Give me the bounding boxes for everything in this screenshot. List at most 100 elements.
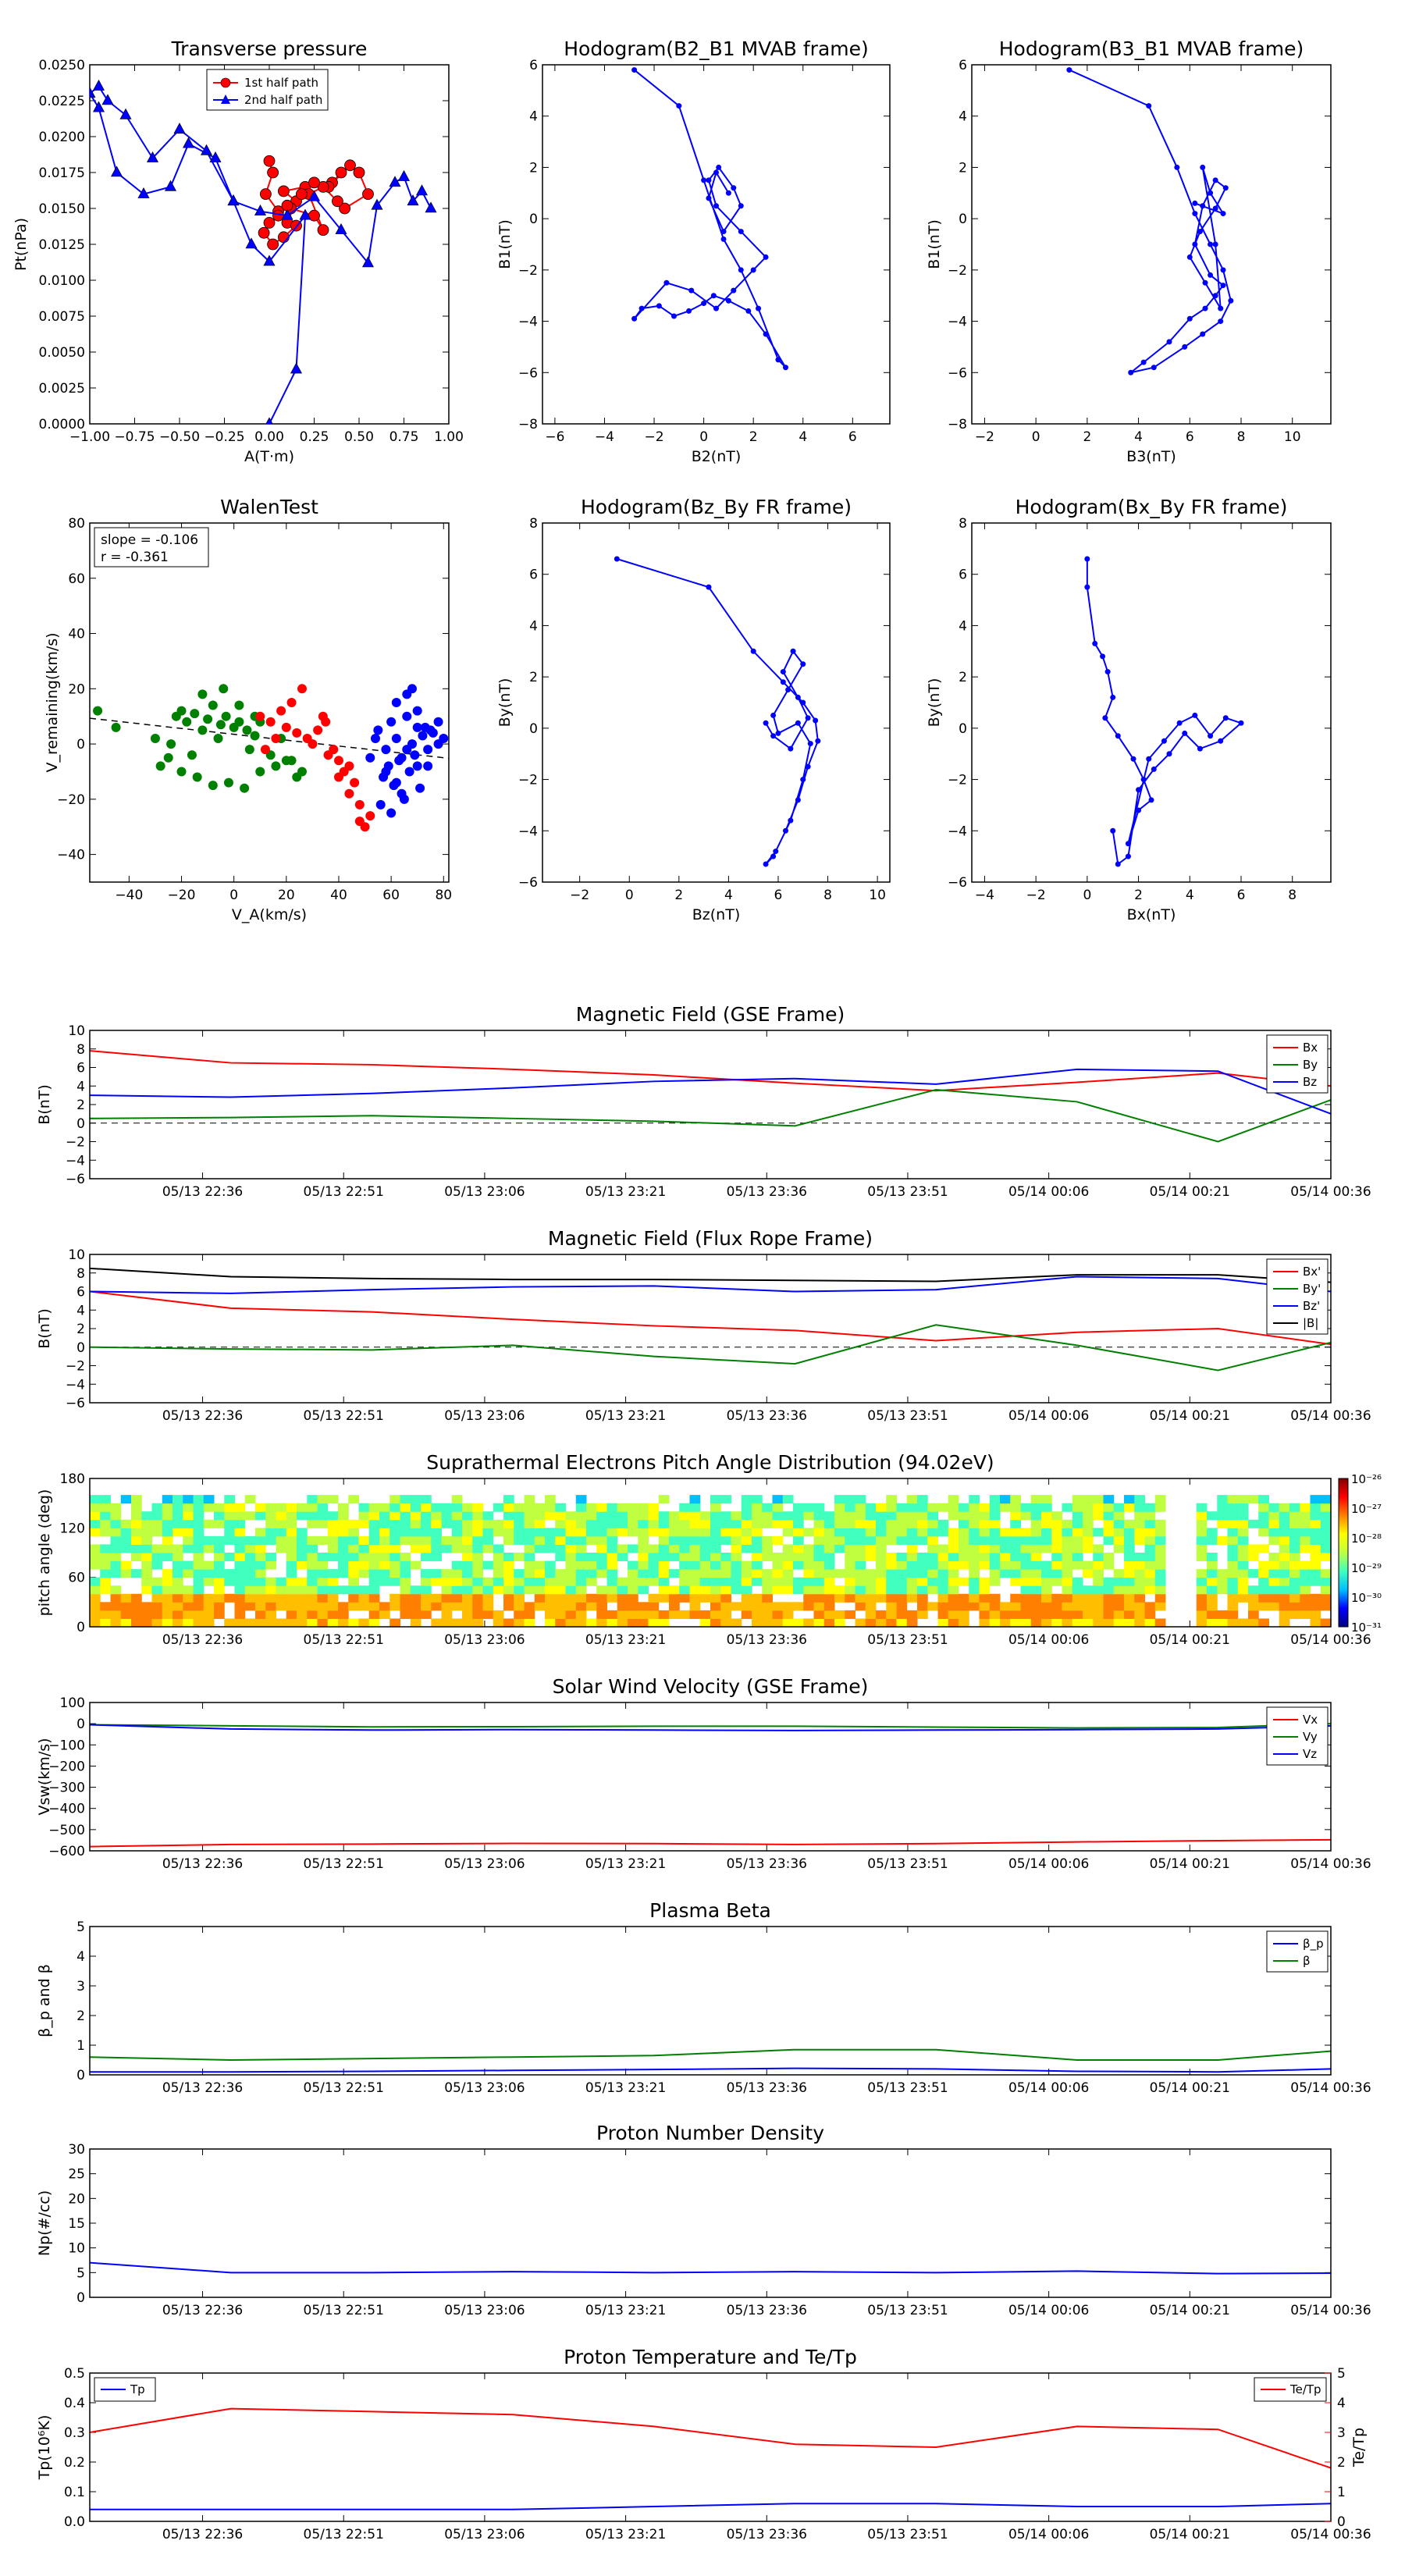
data-point <box>271 734 281 743</box>
heatmap-cell <box>173 1593 183 1603</box>
data-point <box>1104 669 1111 675</box>
data-point <box>407 684 417 694</box>
heatmap-cell <box>741 1511 752 1521</box>
heatmap-cell <box>141 1528 152 1537</box>
data-point <box>763 720 769 726</box>
heatmap-cell <box>389 1544 400 1553</box>
heatmap-cell <box>679 1535 690 1545</box>
heatmap-cell <box>203 1618 215 1627</box>
heatmap-cell <box>451 1503 463 1512</box>
heatmap-cell <box>203 1560 215 1570</box>
heatmap-cell <box>545 1602 556 1611</box>
heatmap-cell <box>276 1528 287 1537</box>
heatmap-cell <box>1268 1535 1280 1545</box>
x-tick-label: 05/13 23:06 <box>444 1856 525 1872</box>
heatmap-cell <box>989 1519 1001 1528</box>
heatmap-cell <box>451 1535 463 1545</box>
y-tick-label: −4 <box>948 824 967 839</box>
heatmap-cell <box>586 1519 597 1528</box>
data-point <box>119 108 132 119</box>
legend-label: Bz' <box>1303 1299 1320 1313</box>
heatmap-cell <box>638 1553 649 1562</box>
heatmap-cell <box>1010 1503 1021 1512</box>
data-point <box>244 745 254 755</box>
heatmap-cell <box>948 1511 959 1521</box>
heatmap-cell <box>948 1503 959 1512</box>
heatmap-cell <box>514 1618 525 1627</box>
heatmap-cell <box>162 1602 173 1611</box>
heatmap-cell <box>937 1610 949 1619</box>
heatmap-cell <box>183 1602 194 1611</box>
heatmap-cell <box>203 1569 215 1578</box>
colorbar-tick-label: 10⁻²⁹ <box>1351 1561 1382 1575</box>
heatmap-cell <box>823 1618 835 1627</box>
heatmap-cell <box>545 1495 556 1504</box>
heatmap-cell <box>524 1511 535 1521</box>
heatmap-cell <box>482 1511 494 1521</box>
heatmap-cell <box>741 1519 752 1528</box>
data-point <box>276 706 286 716</box>
heatmap-cell <box>1207 1577 1218 1586</box>
heatmap-cell <box>348 1544 359 1553</box>
heatmap-cell <box>1134 1553 1145 1562</box>
heatmap-cell <box>1289 1569 1300 1578</box>
heatmap-cell <box>741 1593 752 1603</box>
heatmap-cell <box>793 1519 804 1528</box>
heatmap-cell <box>927 1511 938 1521</box>
heatmap-cell <box>876 1593 887 1603</box>
heatmap-cell <box>1310 1519 1321 1528</box>
heatmap-cell <box>648 1553 660 1562</box>
heatmap-cell <box>1030 1602 1042 1611</box>
heatmap-cell <box>1207 1602 1218 1611</box>
heatmap-cell <box>752 1569 763 1578</box>
heatmap-cell <box>234 1593 246 1603</box>
heatmap-cell <box>183 1544 194 1553</box>
heatmap-cell <box>855 1544 866 1553</box>
data-point <box>1146 103 1152 109</box>
heatmap-cell <box>1237 1618 1249 1627</box>
plot-area <box>90 1723 1331 1848</box>
heatmap-cell <box>214 1585 225 1595</box>
heatmap-cell <box>400 1577 411 1586</box>
heatmap-cell <box>555 1577 566 1586</box>
heatmap-cell <box>1072 1503 1083 1512</box>
heatmap-cell <box>244 1585 256 1595</box>
heatmap-cell <box>462 1610 473 1619</box>
y-axis-label: V_remaining(km/s) <box>44 632 61 772</box>
heatmap-cell <box>906 1535 918 1545</box>
y-tick-label: 6 <box>959 568 967 583</box>
data-point <box>725 190 731 196</box>
heatmap-cell <box>255 1560 266 1570</box>
data-point <box>1220 267 1226 273</box>
y-tick-label: 6 <box>76 1285 85 1300</box>
heatmap-cell <box>1320 1593 1331 1603</box>
heatmap-cell <box>1279 1569 1290 1578</box>
heatmap-cell <box>948 1593 959 1603</box>
heatmap-cell <box>1010 1610 1021 1619</box>
heatmap-cell <box>286 1593 297 1603</box>
heatmap-cell <box>265 1610 276 1619</box>
heatmap-cell <box>183 1535 194 1545</box>
heatmap-cell <box>710 1511 721 1521</box>
heatmap-cell <box>1093 1585 1104 1595</box>
heatmap-cell <box>545 1585 556 1595</box>
heatmap-cell <box>1083 1569 1094 1578</box>
heatmap-cell <box>327 1511 339 1521</box>
heatmap-cell <box>741 1610 752 1619</box>
heatmap-cell <box>865 1519 877 1528</box>
heatmap-cell <box>110 1535 122 1545</box>
legend-marker <box>221 94 230 104</box>
panel-mag_gse: Magnetic Field (GSE Frame)05/13 22:36 05/… <box>36 1003 1371 1200</box>
heatmap-cell <box>896 1503 908 1512</box>
heatmap-cell <box>1154 1618 1166 1627</box>
legend-label: Te/Tp <box>1289 2382 1321 2396</box>
data-point <box>1192 241 1198 247</box>
heatmap-cell <box>214 1503 225 1512</box>
x-tick-label: 05/13 23:36 <box>727 2303 807 2318</box>
heatmap-cell <box>555 1503 566 1512</box>
heatmap-cell <box>596 1535 607 1545</box>
data-point <box>1151 365 1157 371</box>
heatmap-cell <box>803 1511 814 1521</box>
x-tick-label: 05/13 22:51 <box>304 2080 384 2096</box>
heatmap-cell <box>307 1577 318 1586</box>
